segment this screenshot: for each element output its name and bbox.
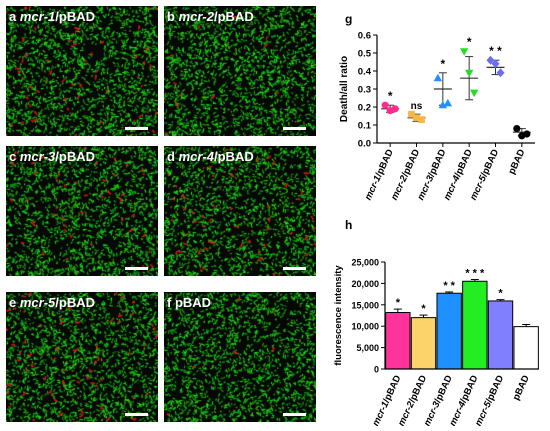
y-tick-label: 0.0: [358, 139, 371, 150]
significance-label: * *: [489, 44, 502, 58]
data-point: [496, 68, 505, 78]
data-point: [433, 73, 443, 82]
significance-label: *: [440, 57, 445, 71]
data-point: [408, 110, 415, 118]
significance-label: *: [421, 303, 426, 315]
data-point: [518, 132, 526, 140]
data-point: [513, 125, 521, 133]
data-point: [413, 114, 420, 122]
micrograph-panel-f: f pBAD: [164, 292, 316, 422]
scale-bar: [283, 127, 306, 130]
y-tick-label: 0.5: [358, 49, 372, 60]
significance-label: * *: [443, 280, 455, 292]
y-tick-label: 0.1: [358, 121, 372, 132]
data-point: [418, 116, 425, 123]
scale-bar: [125, 267, 148, 270]
bar: [410, 317, 437, 370]
scale-bar: [125, 413, 148, 416]
y-tick-label: 20,000: [351, 279, 379, 289]
panel-label: e mcr-5/pBAD: [9, 295, 95, 310]
micrograph-image: [164, 292, 316, 422]
bar: [513, 326, 539, 370]
significance-label: *: [498, 288, 503, 300]
micrograph-panel-e: e mcr-5/pBAD: [6, 292, 158, 422]
panel-label: b mcr-2/pBAD: [167, 9, 254, 24]
data-point: [459, 48, 469, 56]
micrograph-image: [6, 292, 158, 422]
micrograph-panel-c: c mcr-3/pBAD: [6, 146, 158, 276]
scale-bar: [283, 413, 306, 416]
y-axis-label: fluorescence intensity: [333, 265, 344, 366]
data-point: [464, 69, 474, 78]
chart-h-letter: h: [345, 218, 353, 232]
scale-bar: [125, 127, 148, 130]
micrograph-image: [6, 146, 158, 276]
y-tick-label: 15,000: [351, 300, 379, 310]
x-tick-label: pBAD: [506, 147, 527, 176]
y-tick-label: 0.2: [358, 103, 371, 114]
y-axis-label: Death/all ratio: [339, 56, 350, 122]
x-tick-label: pBAD: [511, 373, 532, 402]
data-point: [381, 101, 389, 109]
significance-label: *: [388, 89, 393, 103]
micrograph-image: [164, 146, 316, 276]
bar: [462, 280, 488, 370]
y-tick-label: 10,000: [351, 322, 379, 332]
panel-label: f pBAD: [167, 295, 212, 310]
chart-g-letter: g: [345, 12, 353, 26]
bar: [487, 300, 514, 370]
panel-label: d mcr-4/pBAD: [167, 149, 254, 164]
micrograph-panel-d: d mcr-4/pBAD: [164, 146, 316, 276]
bar: [436, 292, 462, 370]
micrograph-image: [6, 6, 158, 136]
micrograph-panel-b: b mcr-2/pBAD: [164, 6, 316, 136]
data-point: [386, 107, 394, 115]
data-point: [443, 98, 453, 107]
y-tick-label: 0.4: [358, 67, 372, 78]
significance-label: ns: [411, 101, 423, 112]
data-point: [486, 55, 495, 65]
data-point: [469, 89, 479, 98]
significance-label: * * *: [465, 268, 485, 280]
significance-label: *: [467, 35, 472, 49]
bar: [385, 312, 411, 370]
data-point: [491, 59, 500, 69]
significance-label: *: [396, 297, 401, 309]
y-tick-label: 25,000: [351, 258, 379, 268]
y-tick-label: 0.6: [358, 31, 371, 42]
y-tick-label: 5,000: [356, 343, 379, 353]
y-tick-label: 0: [374, 365, 379, 375]
micrograph-panel-a: a mcr-1/pBAD: [6, 6, 158, 136]
panel-label: c mcr-3/pBAD: [9, 149, 95, 164]
data-point: [438, 100, 448, 109]
micrograph-image: [164, 6, 316, 136]
bar-chart-h: *mcr-1/pBAD*mcr-2/pBAD* *mcr-3/pBAD* * *…: [333, 258, 539, 426]
y-tick-label: 0.3: [358, 85, 371, 96]
scale-bar: [283, 267, 306, 270]
panel-label: a mcr-1/pBAD: [9, 9, 95, 24]
